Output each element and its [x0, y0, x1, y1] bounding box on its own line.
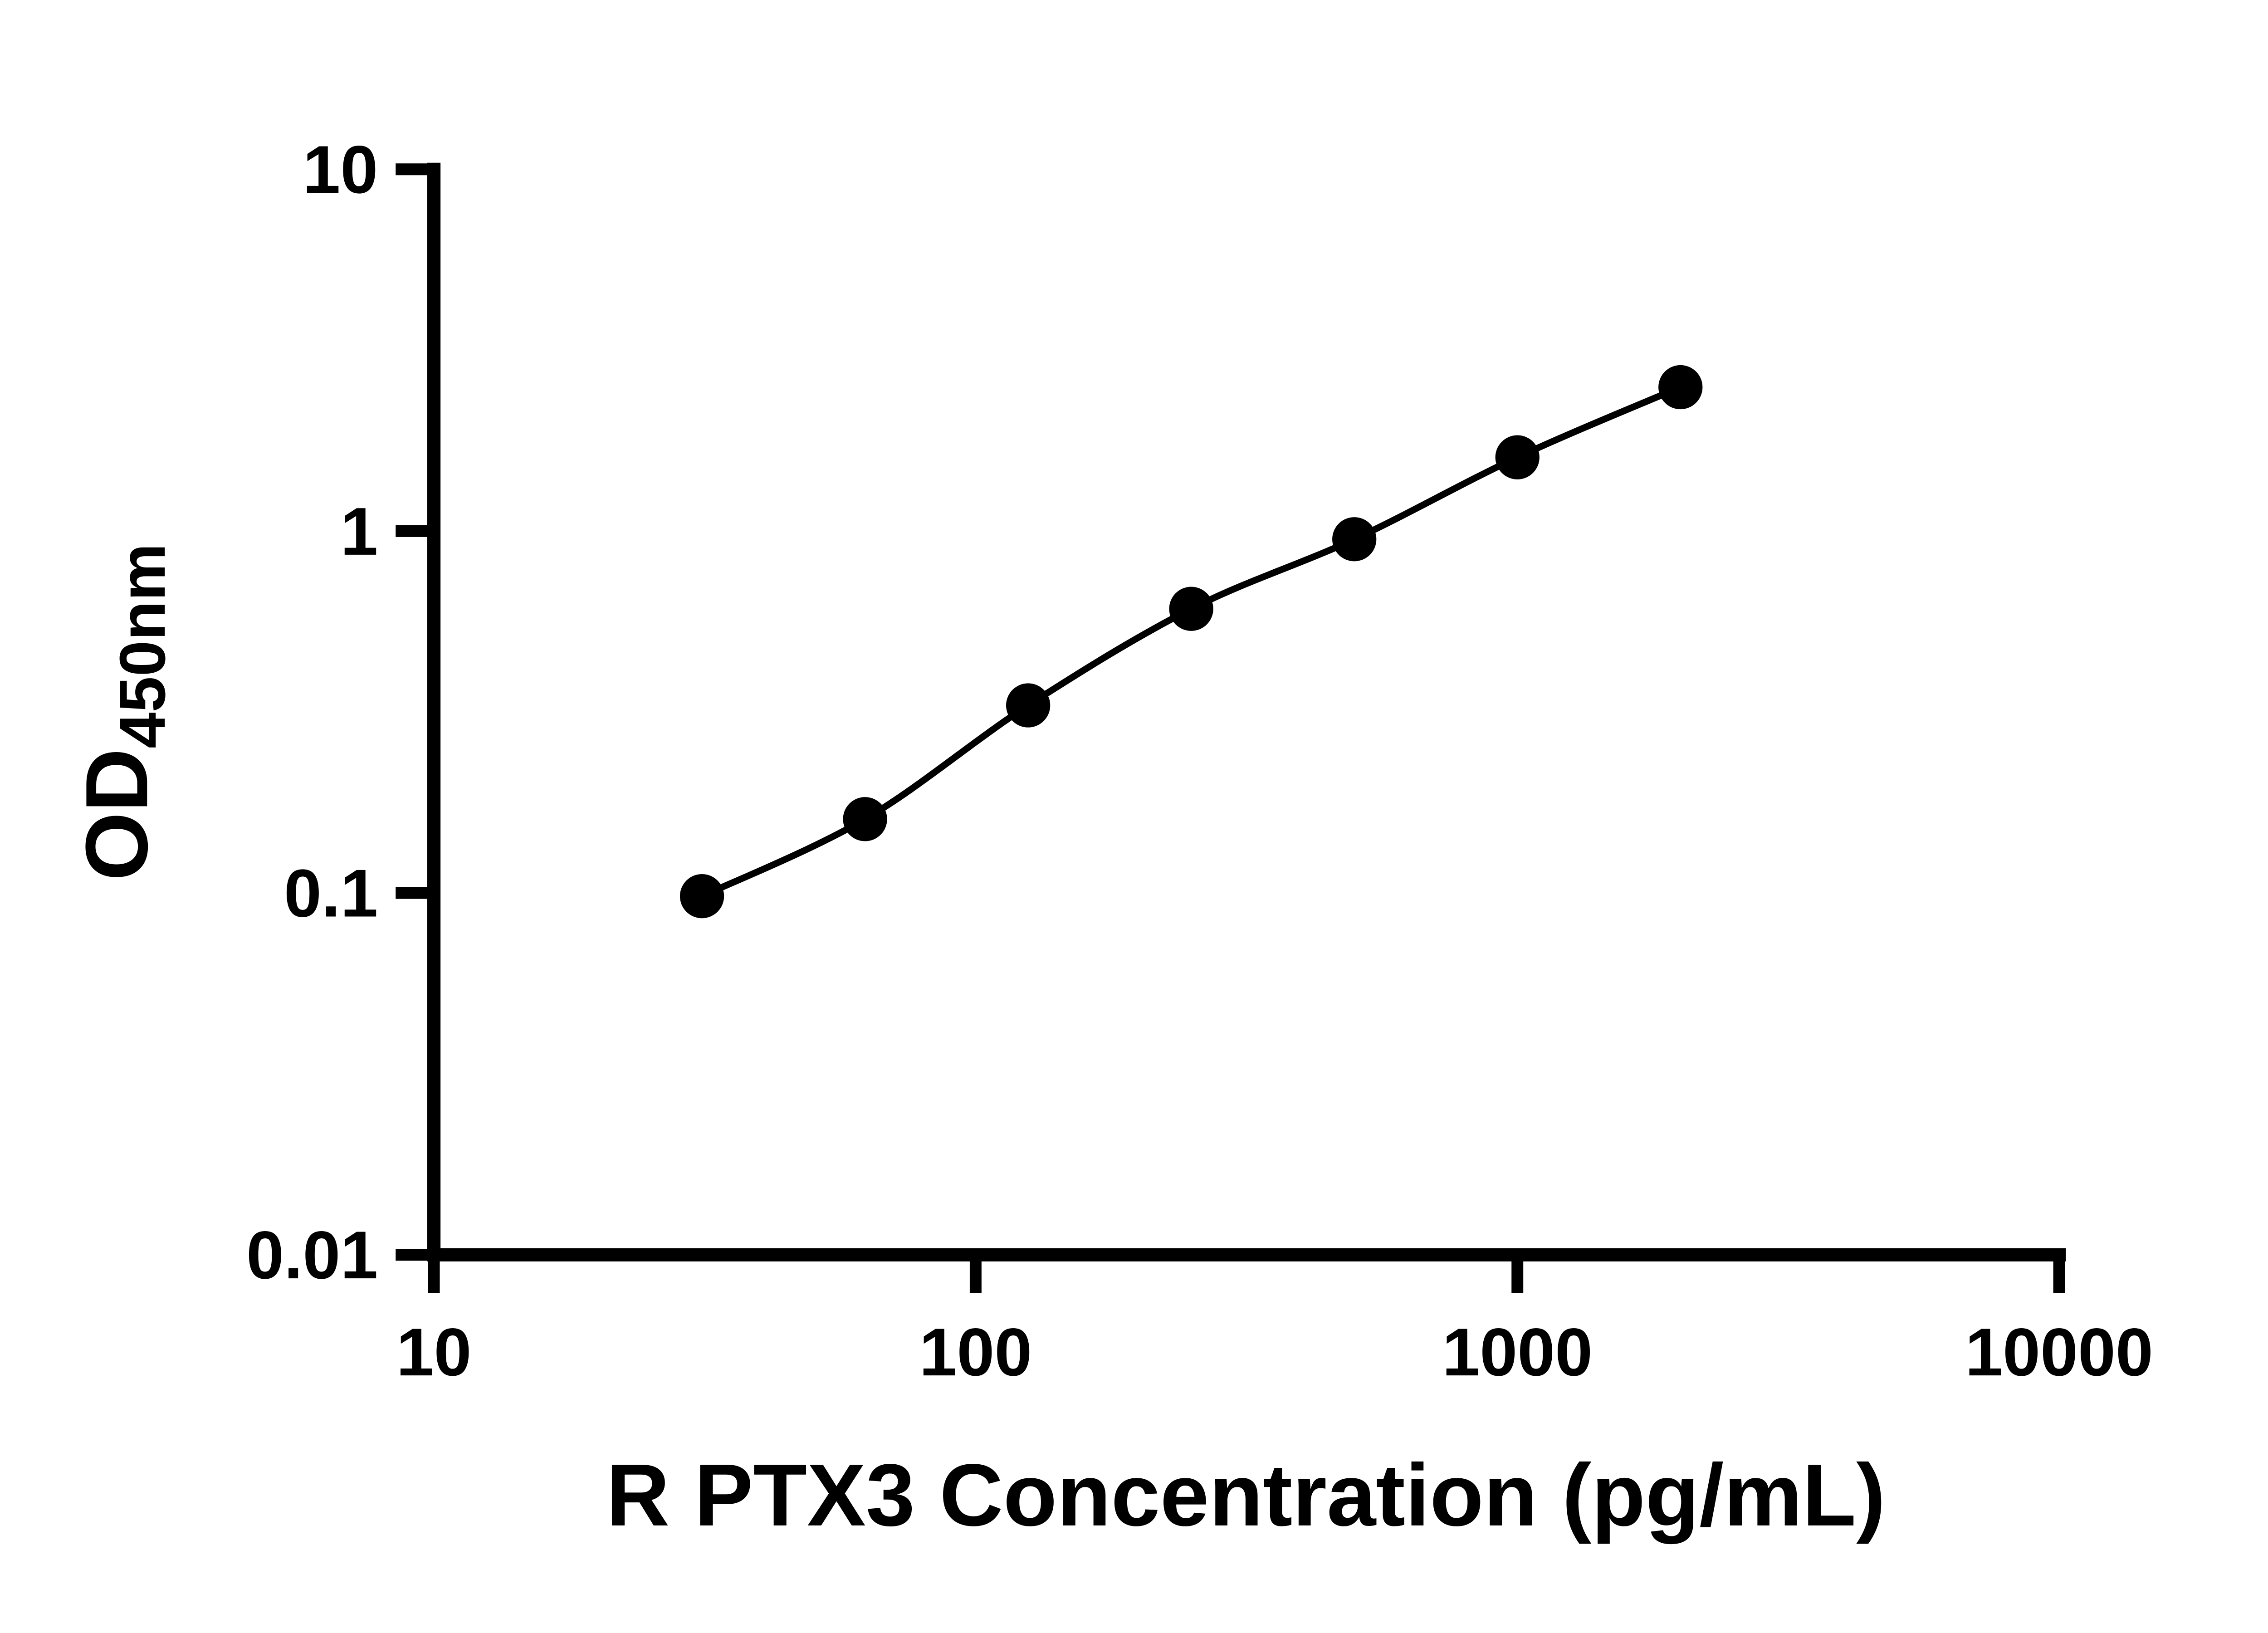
x-tick-label: 10000	[1965, 1314, 2153, 1390]
x-tick-label: 1000	[1442, 1314, 1593, 1390]
y-tick-label: 0.01	[246, 1217, 378, 1293]
x-tick-label: 10	[396, 1314, 472, 1390]
data-point	[1332, 517, 1377, 562]
y-tick-label: 1	[340, 494, 378, 569]
y-axis-title: OD450nm	[68, 543, 179, 881]
y-tick-label: 0.1	[284, 855, 378, 931]
plot-area: 10 100 1000 10000 0.01 0.1 1 10	[246, 132, 2153, 1390]
data-point	[843, 797, 887, 841]
data-point	[1658, 365, 1703, 410]
y-axis-title-subscript: 450nm	[107, 543, 179, 748]
y-axis-title-main: OD	[68, 748, 166, 881]
data-point	[1495, 435, 1540, 479]
x-tick-label: 100	[919, 1314, 1032, 1390]
data-point	[1169, 587, 1213, 631]
y-tick-label: 10	[303, 132, 378, 207]
x-axis-title: R PTX3 Concentration (pg/mL)	[606, 1446, 1886, 1545]
data-point	[679, 874, 724, 919]
data-point	[1006, 683, 1051, 728]
axes	[427, 162, 2066, 1261]
